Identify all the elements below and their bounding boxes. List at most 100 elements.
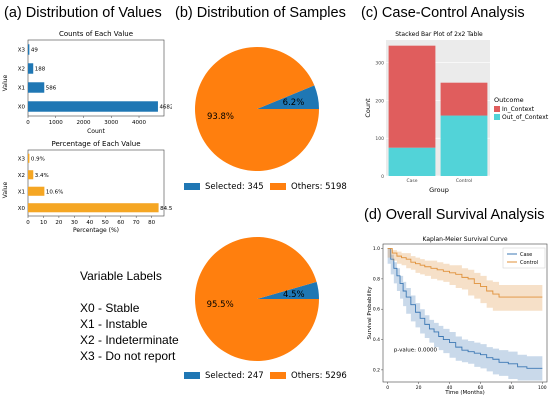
x-tick-label: 0 — [26, 220, 30, 226]
x-tick-label: 20 — [416, 385, 422, 391]
legend-swatch — [184, 183, 200, 190]
x-tick-label: 3000 — [104, 120, 118, 126]
y-tick-label: 300 — [375, 61, 384, 67]
x-tick-label: Case — [406, 178, 417, 184]
y-tick-label: X2 — [18, 173, 25, 179]
x-tick-label: 40 — [447, 385, 453, 391]
legend-title: Outcome — [494, 96, 524, 104]
y-tick-label: X0 — [18, 206, 26, 212]
data-label: 0.9% — [31, 156, 45, 162]
x-tick-label: 0 — [386, 385, 389, 391]
bar-segment — [440, 82, 488, 116]
bar — [28, 44, 30, 55]
y-tick-label: X1 — [18, 189, 25, 195]
y-tick-label: X1 — [18, 86, 25, 92]
plot-area: X0 84.5% X1 10.6% X2 3.4% X3 0.9% 0 10 20 30 40 50 60 7… — [18, 149, 172, 226]
bar — [28, 203, 159, 213]
x-tick-label: 100 — [538, 385, 547, 391]
plot-area: X0 4682 X1 586 X2 188 X3 49 0 1000 2000 3000 4000 — [18, 39, 172, 126]
plot-frame — [27, 149, 165, 217]
variable-label-item: X1 - Instable — [80, 317, 148, 331]
x-tick-label: 80 — [509, 385, 515, 391]
bar — [28, 153, 30, 163]
y-axis-label: Value — [2, 181, 9, 198]
y-tick-label: X2 — [18, 67, 25, 73]
y-tick-label: 200 — [375, 98, 384, 104]
x-tick-label: 20 — [55, 220, 62, 226]
x-axis-label: Time (Months) — [444, 390, 485, 396]
pie-slice — [257, 281, 319, 299]
plot-area: 0 100 200 300 Case Control Outcome In_ContextOu… — [375, 40, 549, 184]
pie-slice — [195, 237, 319, 361]
x-tick-label: 2000 — [77, 120, 91, 126]
y-tick-label: X0 — [18, 105, 26, 111]
bar-segment — [388, 45, 436, 148]
x-tick-label: 4000 — [132, 120, 146, 126]
legend-label: Others: 5296 — [291, 371, 347, 381]
x-tick-label: 70 — [133, 220, 140, 226]
plot-area: 0 20 40 60 80 100 0.2 0.4 0.6 0.8 1.0 Case Control p-… — [373, 243, 548, 391]
x-tick-label: Control — [456, 178, 472, 184]
pie-label: 93.8% — [207, 112, 234, 122]
legend-box — [502, 247, 546, 269]
chart-title: Kaplan-Meier Survival Curve — [422, 236, 507, 243]
bar — [28, 63, 34, 74]
variable-labels-heading: Variable Labels — [80, 269, 162, 283]
variable-labels: Variable Labels X0 - Stable X1 - Instabl… — [80, 268, 179, 364]
y-axis-label: Value — [2, 74, 9, 91]
x-axis-label: Count — [87, 128, 105, 135]
legend-swatch — [270, 372, 286, 379]
variable-label-item: X2 - Indeterminate — [80, 333, 179, 347]
counts-chart: Counts of Each Value Count Value X0 4682X… — [2, 30, 172, 135]
x-tick-label: 40 — [86, 220, 93, 226]
confidence-band — [387, 248, 543, 311]
legend-swatch — [270, 183, 286, 190]
plot-frame — [382, 243, 548, 383]
plot-frame — [27, 39, 165, 117]
x-axis-label: Percentage (%) — [73, 227, 119, 234]
bar — [28, 82, 45, 93]
variable-label-item: X3 - Do not report — [80, 349, 176, 363]
x-axis-label: Group — [429, 186, 449, 194]
x-tick-label: 10 — [40, 220, 47, 226]
x-tick-label: 1000 — [49, 120, 63, 126]
x-tick-label: 0 — [26, 120, 30, 126]
chart-title: Percentage of Each Value — [51, 140, 140, 148]
y-tick-label: 1.0 — [373, 246, 380, 252]
y-tick-label: 0.2 — [373, 367, 380, 373]
legend-label: Control — [520, 260, 538, 266]
panel-c-title: (c) Case-Control Analysis — [361, 5, 525, 21]
y-tick-label: 0.4 — [373, 337, 380, 343]
data-label: 586 — [46, 86, 57, 92]
y-tick-label: X3 — [18, 48, 26, 54]
bar-segment — [440, 115, 488, 176]
data-label: 10.6% — [46, 189, 63, 195]
data-label: 3.4% — [35, 173, 49, 179]
km-chart: Kaplan-Meier Survival Curve Time (Months… — [367, 236, 548, 396]
y-tick-label: 0.8 — [373, 276, 380, 282]
y-tick-label: 100 — [375, 136, 384, 142]
x-tick-label: 60 — [478, 385, 484, 391]
legend-swatch — [494, 114, 500, 120]
pie-chart-1: 6.2% 93.8% Selected: 345 Others: 5198 — [184, 46, 347, 192]
chart-title: Counts of Each Value — [59, 30, 133, 38]
chart-title: Stacked Bar Plot of 2x2 Table — [395, 31, 483, 38]
pie-label: 95.5% — [207, 300, 234, 310]
data-label: 188 — [35, 67, 46, 73]
bar — [28, 101, 158, 112]
variable-label-item: X0 - Stable — [80, 301, 140, 315]
bar — [28, 186, 45, 196]
legend-swatch — [184, 372, 200, 379]
x-tick-label: 30 — [71, 220, 78, 226]
pie-label: 6.2% — [283, 98, 305, 108]
data-label: 84.5% — [160, 206, 172, 212]
legend-label: Out_of_Context — [502, 114, 549, 121]
percentage-chart: Percentage of Each Value Percentage (%) … — [2, 140, 172, 234]
x-tick-label: 80 — [148, 220, 155, 226]
legend-swatch — [494, 106, 500, 112]
y-axis-label: Survival Probability — [367, 286, 373, 340]
y-axis-label: Count — [364, 98, 372, 118]
pie-slice — [257, 85, 319, 109]
x-tick-label: 60 — [117, 220, 124, 226]
legend-label: Others: 5198 — [291, 182, 347, 192]
